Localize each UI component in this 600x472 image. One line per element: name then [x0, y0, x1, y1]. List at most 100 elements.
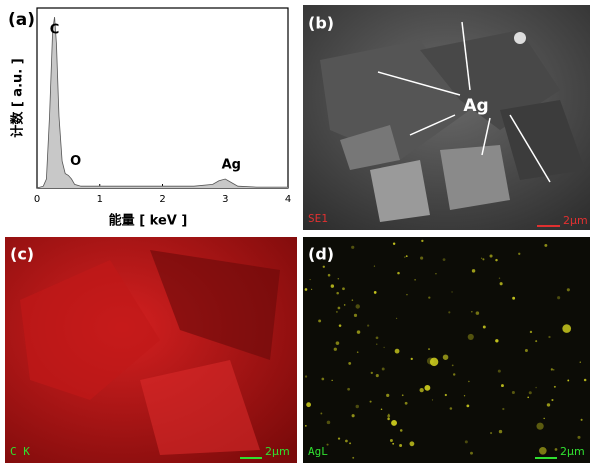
scale-label: 2μm — [560, 445, 585, 458]
speck — [580, 418, 583, 421]
speck — [502, 407, 505, 411]
speck — [451, 291, 453, 293]
speck — [395, 317, 398, 319]
speck — [337, 437, 341, 440]
speck — [528, 391, 532, 395]
speck — [562, 324, 572, 333]
speck — [345, 439, 348, 443]
speck — [326, 443, 329, 446]
speck — [373, 291, 377, 294]
panel-label: (a) — [8, 10, 35, 30]
speck — [326, 420, 331, 425]
speck — [495, 339, 499, 343]
speck — [449, 407, 453, 410]
speck — [383, 346, 385, 349]
speck — [410, 357, 413, 360]
speck — [442, 258, 446, 262]
speck — [349, 442, 352, 445]
speck — [351, 299, 354, 301]
speck — [375, 336, 379, 340]
mode-label: AgL — [308, 445, 328, 458]
speck — [343, 304, 346, 306]
speck — [543, 417, 545, 420]
speck — [375, 374, 379, 378]
speck — [370, 371, 373, 375]
speck — [304, 375, 308, 378]
speck — [431, 399, 434, 401]
speck — [337, 278, 340, 280]
speck — [355, 404, 359, 409]
y-axis-label: 计数 [ a.u. ] — [10, 58, 26, 137]
speck — [347, 387, 351, 391]
speck — [331, 379, 333, 381]
speck — [583, 378, 587, 382]
sem-image — [303, 5, 590, 230]
speck — [566, 288, 570, 292]
speck — [335, 310, 338, 313]
speck — [499, 282, 503, 286]
x-tick-label: 3 — [222, 194, 228, 205]
scale-label: 2μm — [563, 214, 588, 227]
speck — [577, 435, 581, 439]
speck — [309, 278, 311, 281]
speck — [304, 288, 308, 291]
speck — [389, 439, 393, 442]
speck — [554, 448, 558, 451]
speck — [524, 348, 528, 352]
speck — [306, 402, 312, 408]
speck — [495, 258, 498, 262]
speck — [352, 456, 355, 459]
panel-label: (b) — [308, 14, 334, 33]
x-axis-label: 能量 [ keV ] — [109, 213, 188, 229]
speck — [553, 385, 556, 388]
speck — [428, 348, 431, 351]
speck — [351, 245, 355, 249]
speck — [466, 404, 470, 408]
speck — [557, 296, 561, 300]
speck — [367, 324, 370, 327]
speck — [442, 354, 449, 360]
speck — [338, 324, 342, 327]
speck — [355, 304, 360, 309]
annotation: Ag — [463, 96, 488, 116]
speck — [353, 313, 358, 318]
speck — [399, 429, 403, 432]
speck — [512, 296, 516, 300]
speck — [399, 444, 403, 448]
x-tick-label: 2 — [159, 194, 165, 205]
speck — [351, 414, 355, 418]
speck — [376, 343, 378, 345]
speck — [337, 306, 341, 310]
speck — [369, 400, 372, 403]
speck — [310, 288, 313, 290]
c-map-image — [5, 237, 297, 463]
arrows — [377, 21, 551, 183]
speck — [482, 325, 486, 329]
speck — [404, 256, 406, 258]
speck — [429, 357, 439, 367]
speck — [468, 380, 470, 383]
speck — [356, 330, 361, 334]
speck — [498, 429, 503, 434]
speck — [391, 420, 397, 426]
speck — [401, 394, 404, 397]
speck — [471, 311, 473, 313]
speck — [426, 357, 434, 365]
speck — [356, 351, 359, 353]
speck — [535, 340, 538, 343]
speck — [342, 287, 345, 291]
speck — [394, 348, 400, 354]
speck — [386, 393, 390, 398]
speck — [421, 239, 424, 243]
speck — [318, 319, 322, 323]
speck — [327, 273, 331, 277]
speck — [482, 258, 485, 261]
speck — [570, 453, 572, 455]
speck — [444, 393, 447, 397]
x-tick-label: 0 — [34, 194, 40, 205]
speck — [405, 255, 408, 258]
speck — [381, 367, 385, 371]
speck — [463, 395, 466, 397]
speck — [335, 341, 340, 345]
